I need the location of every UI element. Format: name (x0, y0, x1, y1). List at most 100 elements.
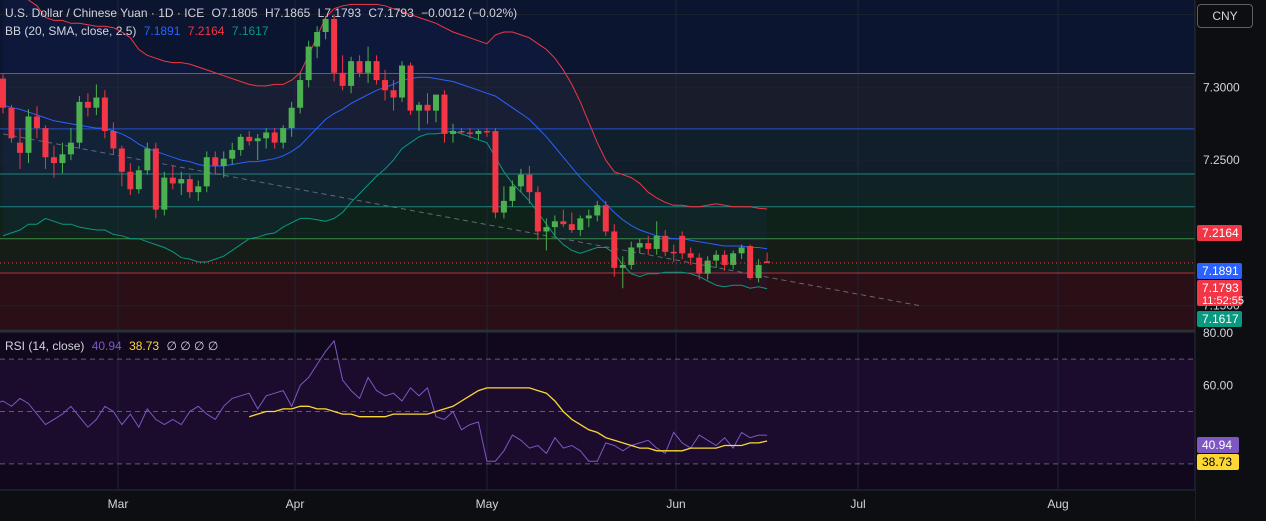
candle-body (475, 131, 482, 134)
candle-body (764, 261, 771, 264)
candle-body (458, 131, 465, 133)
candle-body (543, 227, 550, 232)
rsi-value: 40.94 (91, 339, 122, 353)
candle-body (93, 97, 100, 108)
time-tick-label: Jul (850, 497, 865, 511)
time-tick-label: Apr (286, 497, 305, 511)
candle-body (636, 243, 643, 248)
zone-band (0, 128, 1195, 174)
rsi-tick-label: 60.00 (1203, 378, 1233, 392)
candle-body (721, 254, 728, 265)
candle-body (755, 264, 762, 279)
candle-body (628, 247, 635, 265)
candle-body (747, 246, 754, 279)
candle-body (331, 18, 338, 73)
rsi-label[interactable]: RSI (14, close) (5, 339, 85, 353)
price-tick-label: 7.2500 (1203, 153, 1240, 167)
rsi-label-tag (1197, 454, 1239, 470)
candle-body (483, 131, 490, 133)
rsi-layer (0, 339, 1195, 465)
candle-body (246, 136, 253, 142)
candle-body (619, 264, 626, 268)
candle-body (25, 116, 32, 153)
time-tick-label: May (476, 497, 499, 511)
low-value: L7.1793 (317, 6, 362, 20)
candle-body (67, 142, 74, 155)
symbol-legend: U.S. Dollar / Chinese Yuan · 1D · ICE O7… (5, 6, 521, 20)
candle-body (254, 138, 261, 142)
candle-body (50, 157, 57, 164)
candle-body (322, 18, 329, 33)
candle-body (76, 101, 83, 143)
time-tick-label: Mar (108, 497, 129, 511)
price-label-tag (1197, 280, 1242, 306)
price-label-countdown: 11:52:55 (1202, 295, 1244, 307)
bb-upper-line (27, 0, 768, 210)
candle-body (356, 61, 363, 73)
candle-body (144, 148, 151, 171)
bb-label[interactable]: BB (20, SMA, close, 2.5) (5, 24, 137, 38)
candle-body (314, 32, 321, 47)
price-label-tag (1197, 311, 1242, 327)
candle-body (373, 61, 380, 81)
symbol-title[interactable]: U.S. Dollar / Chinese Yuan · 1D · ICE (5, 6, 205, 20)
candle-body (305, 46, 312, 81)
candle-body (390, 90, 397, 98)
candle-body (382, 80, 389, 91)
candle-body (653, 235, 660, 249)
candle-body (280, 128, 287, 143)
change-value: −0.0012 (−0.02%) (421, 6, 518, 20)
candle-body (670, 251, 677, 254)
rsi-ma-line (249, 387, 768, 452)
candle-body (577, 218, 584, 231)
candle-body (449, 131, 456, 134)
candle-body (466, 132, 473, 134)
bb-legend: BB (20, SMA, close, 2.5) 7.1891 7.2164 7… (5, 24, 273, 38)
bb-upper-value: 7.2164 (187, 24, 225, 38)
candle-body (738, 247, 745, 254)
candle-body (509, 186, 516, 201)
candle-body (101, 97, 108, 132)
open-value: O7.1805 (211, 6, 258, 20)
rsi-label-tag (1197, 437, 1239, 453)
candle-body (186, 179, 193, 193)
candle-body (212, 157, 219, 166)
candle-body (407, 65, 414, 111)
candle-body (551, 221, 558, 228)
candle-body (679, 235, 686, 254)
candle-body (152, 148, 159, 210)
price-label-tag (1197, 263, 1242, 279)
candle-body (500, 200, 507, 213)
candle-body (365, 61, 372, 73)
bb-lower-line (2, 130, 768, 290)
candle-body (399, 65, 406, 98)
candle-body (534, 192, 541, 232)
candle-body (33, 116, 40, 129)
rsi-extra-values: ∅ ∅ ∅ ∅ (166, 339, 219, 353)
candle-body (118, 148, 125, 172)
close-value: C7.1793 (368, 6, 414, 20)
currency-button[interactable]: CNY (1197, 4, 1253, 28)
candle-body (594, 205, 601, 216)
price-tick-label: 7.3000 (1203, 80, 1240, 94)
candle-body (169, 177, 176, 184)
candles-layer (0, 14, 1195, 289)
candle-body (492, 131, 499, 213)
candle-body (203, 157, 210, 187)
candle-body (127, 171, 134, 190)
candle-body (560, 221, 567, 225)
candle-body (263, 132, 270, 139)
candle-body (237, 136, 244, 150)
candle-body (602, 205, 609, 232)
candle-body (424, 104, 431, 111)
bb-lower-value: 7.1617 (231, 24, 269, 38)
candle-body (416, 104, 423, 111)
candle-body (16, 142, 23, 153)
candle-body (42, 128, 49, 158)
candle-body (135, 170, 142, 190)
candle-body (585, 215, 592, 219)
candle-body (229, 149, 236, 159)
candle-body (432, 94, 439, 111)
time-tick-label: Jun (666, 497, 685, 511)
